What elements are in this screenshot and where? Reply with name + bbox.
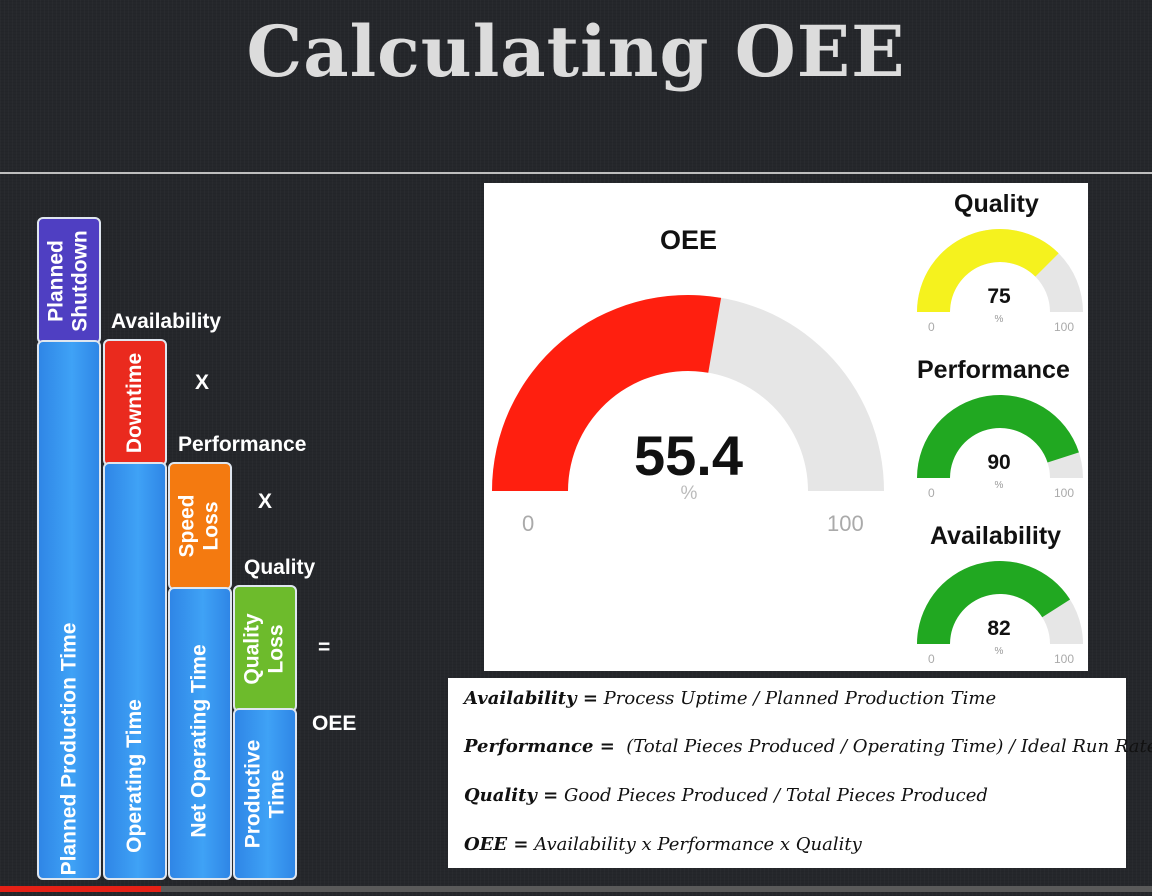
title-divider (0, 172, 1152, 174)
availability-gauge-title: Availability (930, 522, 1062, 550)
quality-gauge-fill (917, 229, 1059, 312)
quality-gauge-min: 0 (928, 320, 935, 334)
availability-gauge-min: 0 (928, 652, 935, 666)
availability-gauge-value: 82 (987, 617, 1011, 640)
quality-gauge (917, 229, 1083, 312)
page-title: Calculating OEE (246, 10, 906, 93)
availability-formula: Availability = Process Uptime / Planned … (464, 688, 997, 709)
equals-operator: = (318, 636, 331, 659)
oee-gauge-fill (492, 295, 722, 491)
multiply-operator-2: X (258, 490, 273, 513)
performance-gauge (917, 395, 1083, 478)
planned-production-time-bar: Planned Production Time (37, 340, 101, 880)
quality-gauge-unit: % (994, 314, 1004, 325)
availability-gauge-max: 100 (1054, 652, 1075, 666)
quality-loss-label: Quality Loss (241, 612, 288, 685)
speed-loss-bar: Speed Loss (168, 462, 232, 590)
performance-gauge-min: 0 (928, 486, 935, 500)
oee-gauge-value: 55.4 (634, 424, 743, 487)
oee-gauge-unit: % (680, 483, 698, 504)
oee-result-label: OEE (312, 712, 357, 735)
quality-gauge-value: 75 (987, 285, 1011, 308)
downtime-bar: Downtime (103, 339, 167, 466)
net-operating-time-bar: Net Operating Time (168, 587, 232, 880)
performance-gauge-max: 100 (1054, 486, 1075, 500)
availability-gauge-unit: % (994, 646, 1004, 657)
oee-gauge-max: 100 (827, 511, 864, 536)
speed-loss-label: Speed Loss (176, 494, 223, 558)
formula-panel: Availability = Process Uptime / Planned … (448, 678, 1152, 868)
gauge-dashboard: OEE 55.4 % 0 100 Quality 75 % 0 100 Perf… (484, 183, 1088, 671)
performance-label: Performance (178, 433, 307, 456)
performance-gauge-unit: % (994, 480, 1004, 491)
net-operating-time-label: Net Operating Time (188, 644, 212, 838)
downtime-label: Downtime (123, 352, 146, 453)
productive-time-bar: Productive Time (233, 708, 297, 880)
operating-time-bar: Operating Time (103, 462, 167, 880)
quality-gauge-max: 100 (1054, 320, 1075, 334)
planned-shutdown-label: Planned Shutdown (45, 229, 93, 332)
video-progress-fill (0, 886, 162, 892)
quality-formula: Quality = Good Pieces Produced / Total P… (464, 785, 988, 806)
availability-gauge-fill (917, 561, 1071, 644)
video-progress-bar[interactable] (0, 886, 1152, 892)
performance-gauge-fill (917, 395, 1079, 478)
quality-label: Quality (244, 556, 316, 579)
oee-gauge (492, 295, 884, 491)
oee-gauge-title: OEE (660, 225, 718, 255)
oee-formula: OEE = Availability x Performance x Quali… (464, 834, 862, 855)
planned-production-time-label: Planned Production Time (57, 622, 80, 876)
oee-gauge-min: 0 (522, 511, 535, 536)
performance-gauge-value: 90 (987, 451, 1011, 474)
multiply-operator-1: X (195, 371, 210, 394)
performance-gauge-title: Performance (917, 356, 1070, 384)
quality-gauge-title: Quality (954, 190, 1039, 218)
availability-label: Availability (111, 310, 222, 333)
quality-loss-bar: Quality Loss (233, 585, 297, 712)
planned-shutdown-bar: Planned Shutdown (37, 217, 101, 344)
performance-formula: Performance = (Total Pieces Produced / O… (464, 736, 1152, 757)
operating-time-label: Operating Time (123, 699, 146, 853)
availability-gauge (917, 561, 1083, 644)
productive-time-label: Productive Time (241, 739, 288, 849)
